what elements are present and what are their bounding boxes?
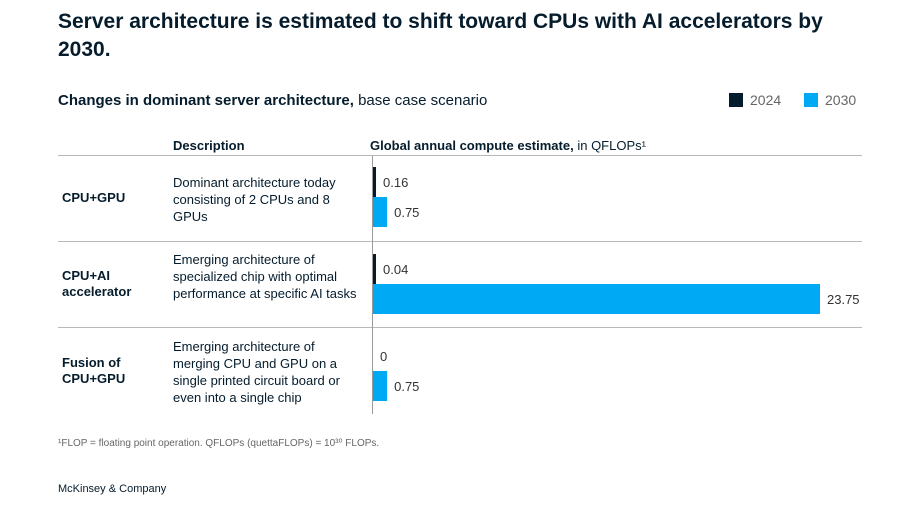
- footnote: ¹FLOP = floating point operation. QFLOPs…: [58, 438, 380, 449]
- data-label-2030-1: 23.75: [827, 292, 860, 307]
- brand-logo-text: McKinsey & Company: [58, 483, 167, 495]
- bar-2030-1: [373, 284, 820, 314]
- column-header-estimate: Global annual compute estimate, in QFLOP…: [370, 138, 646, 153]
- row-label-cpu-gpu: CPU+GPU: [62, 190, 126, 205]
- subtitle-rest: base case scenario: [358, 92, 488, 109]
- divider: [58, 327, 862, 328]
- bar-2024-1: [373, 254, 376, 284]
- chart-subtitle: Changes in dominant server architecture,…: [58, 92, 487, 109]
- legend-label-2024: 2024: [750, 92, 782, 108]
- legend-label-2030: 2030: [825, 92, 857, 108]
- row-label-cpu-ai-accelerator: CPU+AI accelerator: [62, 268, 132, 299]
- data-label-2024-1: 0.04: [383, 262, 408, 277]
- bar-2024-0: [373, 167, 377, 197]
- data-label-2030-2: 0.75: [394, 379, 419, 394]
- data-label-2024-2: 0: [380, 349, 387, 364]
- row-label-fusion-cpu-gpu: Fusion of CPU+GPU: [62, 355, 126, 386]
- row-description-cpu-gpu: Dominant architecture today consisting o…: [173, 175, 336, 224]
- column-header-estimate-rest: in QFLOPs¹: [577, 138, 646, 153]
- bar-2030-2: [373, 371, 388, 401]
- data-label-2030-0: 0.75: [394, 205, 419, 220]
- legend-item-2024: 2024: [729, 92, 781, 108]
- data-label-2024-0: 0.16: [383, 175, 408, 190]
- legend-swatch-2030: [804, 93, 818, 107]
- column-header-estimate-bold: Global annual compute estimate,: [370, 138, 574, 153]
- row-description-cpu-ai-accelerator: Emerging architecture of specialized chi…: [173, 252, 357, 301]
- bar-2030-0: [373, 197, 388, 227]
- legend-swatch-2024: [729, 93, 743, 107]
- subtitle-bold: Changes in dominant server architecture,: [58, 92, 354, 109]
- divider: [58, 241, 862, 242]
- legend-item-2030: 2030: [804, 92, 856, 108]
- page-title: Server architecture is estimated to shif…: [58, 10, 823, 61]
- divider: [58, 155, 862, 156]
- column-header-description: Description: [173, 138, 245, 153]
- row-description-fusion-cpu-gpu: Emerging architecture of merging CPU and…: [173, 339, 340, 405]
